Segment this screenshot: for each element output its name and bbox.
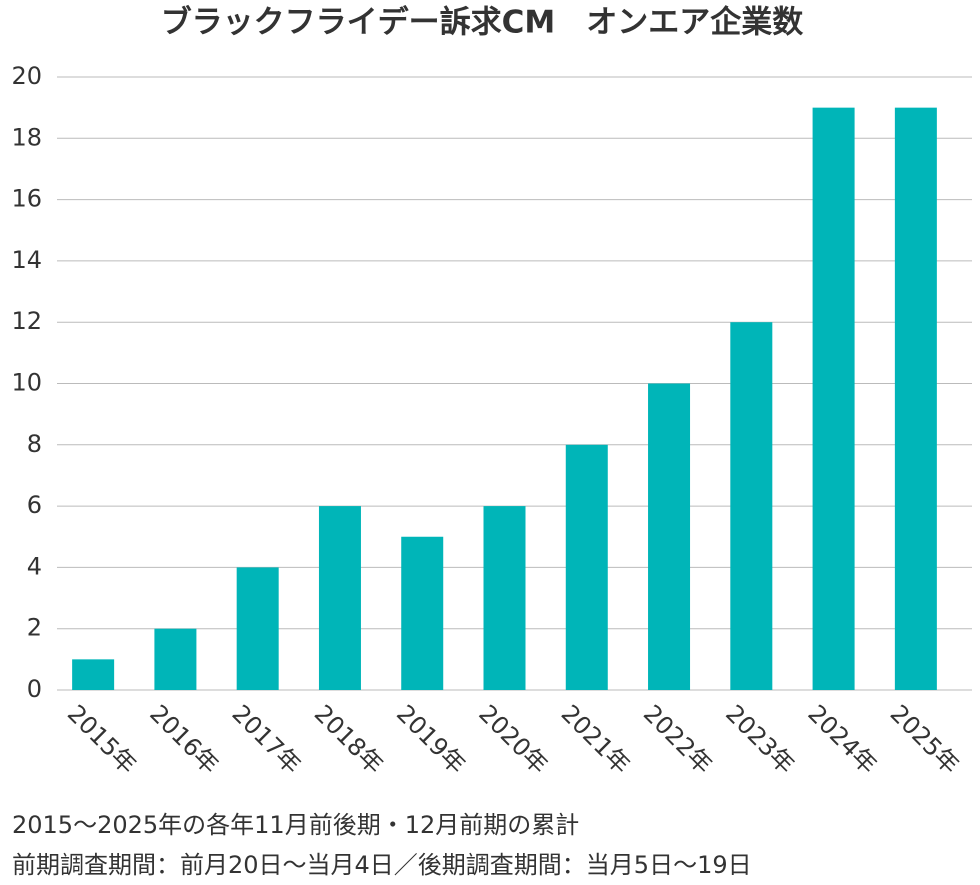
y-tick-label: 4 (27, 552, 42, 580)
x-tick-label: 2015年 (62, 699, 142, 779)
x-tick-label: 2025年 (885, 699, 965, 779)
y-tick-label: 10 (11, 369, 42, 397)
y-tick-label: 6 (27, 491, 42, 519)
y-tick-label: 12 (11, 307, 42, 335)
x-tick-label: 2019年 (391, 699, 471, 779)
y-tick-label: 2 (27, 614, 42, 642)
y-tick-label: 18 (11, 123, 42, 151)
bar (730, 322, 773, 690)
bar (318, 506, 361, 690)
x-tick-label: 2020年 (473, 699, 553, 779)
bar (154, 628, 197, 690)
chart-title: ブラックフライデー訴求CM オンエア企業数 (161, 5, 804, 41)
bar (72, 659, 115, 690)
x-tick-label: 2022年 (638, 699, 718, 779)
bar (894, 107, 937, 690)
x-tick-label: 2016年 (144, 699, 224, 779)
bar (565, 444, 608, 690)
note: 2015〜2025年の各年11月前後期・12月前期の累計 (12, 811, 579, 839)
bar (401, 536, 444, 690)
bar (236, 567, 279, 690)
y-tick-label: 20 (11, 62, 42, 90)
x-tick-label: 2023年 (720, 699, 800, 779)
x-tick-label: 2018年 (309, 699, 389, 779)
bar (483, 506, 526, 690)
x-tick-label: 2017年 (226, 699, 306, 779)
note: 前期調査期間：前月20日〜当月4日／後期調査期間：当月5日〜19日 (12, 851, 752, 879)
bar (648, 383, 691, 690)
y-tick-label: 16 (11, 185, 42, 213)
bar (812, 107, 855, 690)
x-tick-label: 2024年 (802, 699, 882, 779)
y-tick-label: 8 (27, 430, 42, 458)
x-tick-label: 2021年 (556, 699, 636, 779)
y-tick-label: 14 (11, 246, 42, 274)
y-tick-label: 0 (27, 675, 42, 703)
